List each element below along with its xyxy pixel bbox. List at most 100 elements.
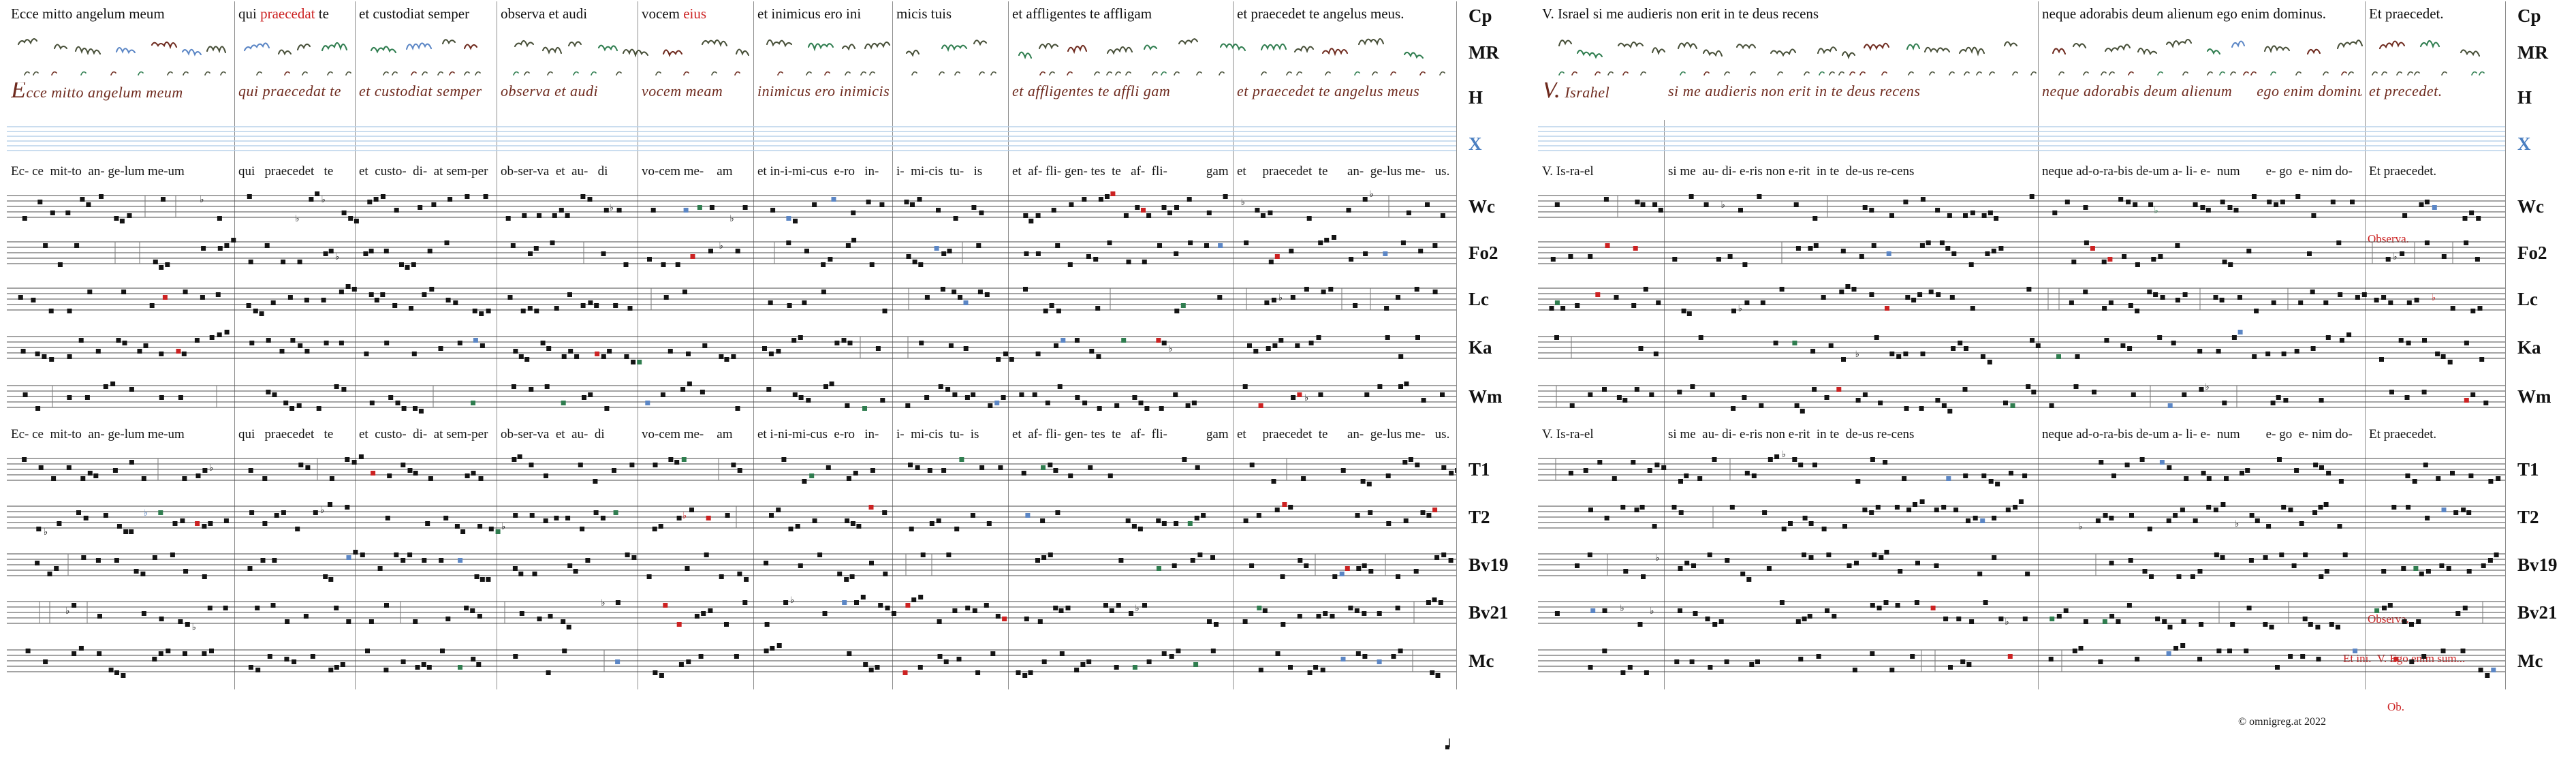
svg-text:♭: ♭	[200, 195, 204, 205]
svg-text:♭: ♭	[65, 606, 69, 617]
staff-fo2: ♭ ♭	[7, 230, 1456, 275]
staff-t2: ♭ ♭ ♭ ♭ ♭	[7, 495, 1456, 540]
staff-bv21: ♭ ♭ ♭	[1538, 590, 2505, 635]
svg-text:♭: ♭	[1168, 344, 1172, 354]
cp-phrase-7: et affligentes te affligam	[1012, 5, 1152, 22]
stray-note-mark	[1444, 737, 1455, 752]
cp-phrase-0: V. Israel si me audieris non erit in te …	[1542, 5, 1819, 22]
row-label-cp: Cp	[2517, 5, 2541, 26]
lyric-mid_lyrics-5: et i-ni-mi-cus e-ro in-	[757, 427, 879, 441]
svg-text:♭: ♭	[1650, 606, 1654, 617]
staff-t2: ♭ ♭	[1538, 495, 2505, 540]
staff-bv21: ♭ ♭ ♭ ♭ ♭	[7, 590, 1456, 635]
svg-text:♭: ♭	[321, 195, 326, 205]
svg-text:♭: ♭	[1721, 200, 1725, 211]
row-label-bv19: Bv19	[2517, 555, 2558, 575]
column-divider	[892, 1, 893, 689]
lyric-mid_lyrics-3: Et praecedet.	[2369, 427, 2437, 441]
staff-wc: ♭ ♭	[1538, 184, 2505, 229]
row-label-fo2: Fo2	[2517, 243, 2547, 263]
cp-phrase-part: eius	[683, 5, 707, 22]
panel-right: Observa. Observa. Et ini. V. Ego enim su…	[1538, 0, 2566, 763]
lyric-x_lyrics-8: et praecedet te an- ge-lus me- us.	[1237, 164, 1450, 178]
row-label-mc: Mc	[2517, 651, 2543, 671]
h-text-8: et praecedet te angelus meus	[1237, 82, 1420, 99]
lyric-mid_lyrics-0: Ec- ce mit-to an- ge-lum me-um	[11, 427, 185, 441]
lyric-mid_lyrics-1: si me au- di- e-ris non e-rit in te de-u…	[1668, 427, 1915, 441]
staff-wm: ♭	[1538, 374, 2505, 419]
lyric-x_lyrics-7: et af- fli- gen- tes te af- fli- gam	[1012, 164, 1229, 178]
lyric-x_lyrics-1: si me au- di- e-ris non e-rit in te de-u…	[1668, 164, 1915, 178]
cp-phrase-part: vocem	[642, 5, 684, 22]
column-divider	[1233, 1, 1234, 689]
row-label-wm: Wm	[1468, 386, 1503, 407]
copyright: © omnigreg.at 2022	[2238, 716, 2327, 728]
svg-text:♭: ♭	[2005, 617, 2009, 627]
svg-text:♭: ♭	[601, 598, 605, 608]
lyric-x_lyrics-5: et in-i-mi-cus e-ro in-	[757, 164, 879, 178]
lyric-x_lyrics-1: qui praecedet te	[238, 164, 334, 178]
svg-text:♭: ♭	[1782, 450, 1786, 460]
staff-t1: ♭	[1538, 447, 2505, 492]
row-label-x: X	[1468, 134, 1482, 154]
lyric-mid_lyrics-7: et af- fli- gen- tes te af- fli- gam	[1012, 427, 1229, 441]
staff-wm: ♭	[7, 374, 1456, 419]
svg-text:♭: ♭	[320, 505, 324, 516]
svg-text:♭: ♭	[192, 623, 196, 633]
svg-text:♭: ♭	[719, 241, 723, 251]
neume-band	[1538, 29, 2505, 82]
h-text-1: si me audieris non erit in te deus recen…	[1668, 82, 1921, 99]
cp-phrase-2: et custodiat semper	[359, 5, 470, 22]
panel-left: Ecce mitto angelum meum qui praecedat te e…	[7, 0, 1518, 763]
cp-phrase-2: Et praecedet.	[2369, 5, 2444, 22]
lyric-mid_lyrics-2: et custo- di- at sem-per	[359, 427, 488, 441]
lyric-mid_lyrics-6: i- mi-cis tu- is	[896, 427, 979, 441]
svg-text:♭: ♭	[1278, 293, 1283, 303]
svg-text:♭: ♭	[144, 508, 148, 518]
row-label-wm: Wm	[2517, 386, 2551, 407]
h-text-1: qui praecedat te	[238, 82, 341, 99]
row-label-t1: T1	[2517, 459, 2539, 480]
column-divider	[753, 1, 754, 689]
svg-text:♭: ♭	[730, 214, 734, 224]
cp-phrase-part: qui	[238, 5, 261, 22]
cp-phrase-6: micis tuis	[896, 5, 952, 22]
lyric-mid_lyrics-1: qui praecedet te	[238, 427, 334, 441]
column-divider	[1008, 1, 1009, 689]
row-label-lc: Lc	[1468, 289, 1489, 309]
svg-text:♭: ♭	[2205, 382, 2210, 392]
svg-text:♭: ♭	[209, 463, 213, 473]
lyric-mid_lyrics-2: neque ad-o-ra-bis de-um a- li- e- num e-…	[2042, 427, 2353, 441]
row-label-mc: Mc	[1468, 651, 1494, 671]
cp-phrase-3: observa et audi	[501, 5, 588, 22]
column-divider	[2365, 1, 2366, 689]
row-label-wc: Wc	[2517, 196, 2544, 217]
staff-wc: ♭ ♭ ♭ ♭ ♭ ♭ ♭	[7, 184, 1456, 229]
staff-t1: ♭	[7, 447, 1456, 492]
staff-lc: ♭	[7, 277, 1456, 322]
h-text-3: observa et audi	[501, 82, 599, 99]
row-label-t2: T2	[1468, 507, 1490, 527]
alignment-staff	[7, 121, 1456, 159]
svg-text:♭: ♭	[2393, 252, 2397, 262]
row-label-x: X	[2517, 134, 2531, 154]
lyric-mid_lyrics-3: ob-ser-va et au- di	[501, 427, 605, 441]
staff-ka: ♭	[1538, 325, 2505, 370]
cp-phrase-5: et inimicus ero ini	[757, 5, 862, 22]
svg-text:♭: ♭	[1655, 553, 1659, 563]
lyric-mid_lyrics-0: V. Is-ra-el	[1542, 427, 1594, 441]
column-divider	[355, 1, 356, 689]
staff-mc	[1538, 638, 2505, 683]
h-text-0: Ecce mitto angelum meum	[11, 82, 183, 103]
row-label-t1: T1	[1468, 459, 1490, 480]
column-divider	[1456, 1, 1457, 689]
staff-ka: ♭	[7, 325, 1456, 370]
svg-text:♭: ♭	[2235, 519, 2239, 529]
h-text-0: V. Israhel	[1542, 82, 1610, 103]
staff-lc: ♭ ♭	[1538, 277, 2505, 322]
svg-text:♭: ♭	[2432, 293, 2436, 303]
lyric-x_lyrics-0: V. Is-ra-el	[1542, 164, 1594, 178]
h-text-4: vocem meam	[642, 82, 723, 99]
cp-phrase-0: Ecce mitto angelum meum	[11, 5, 165, 22]
